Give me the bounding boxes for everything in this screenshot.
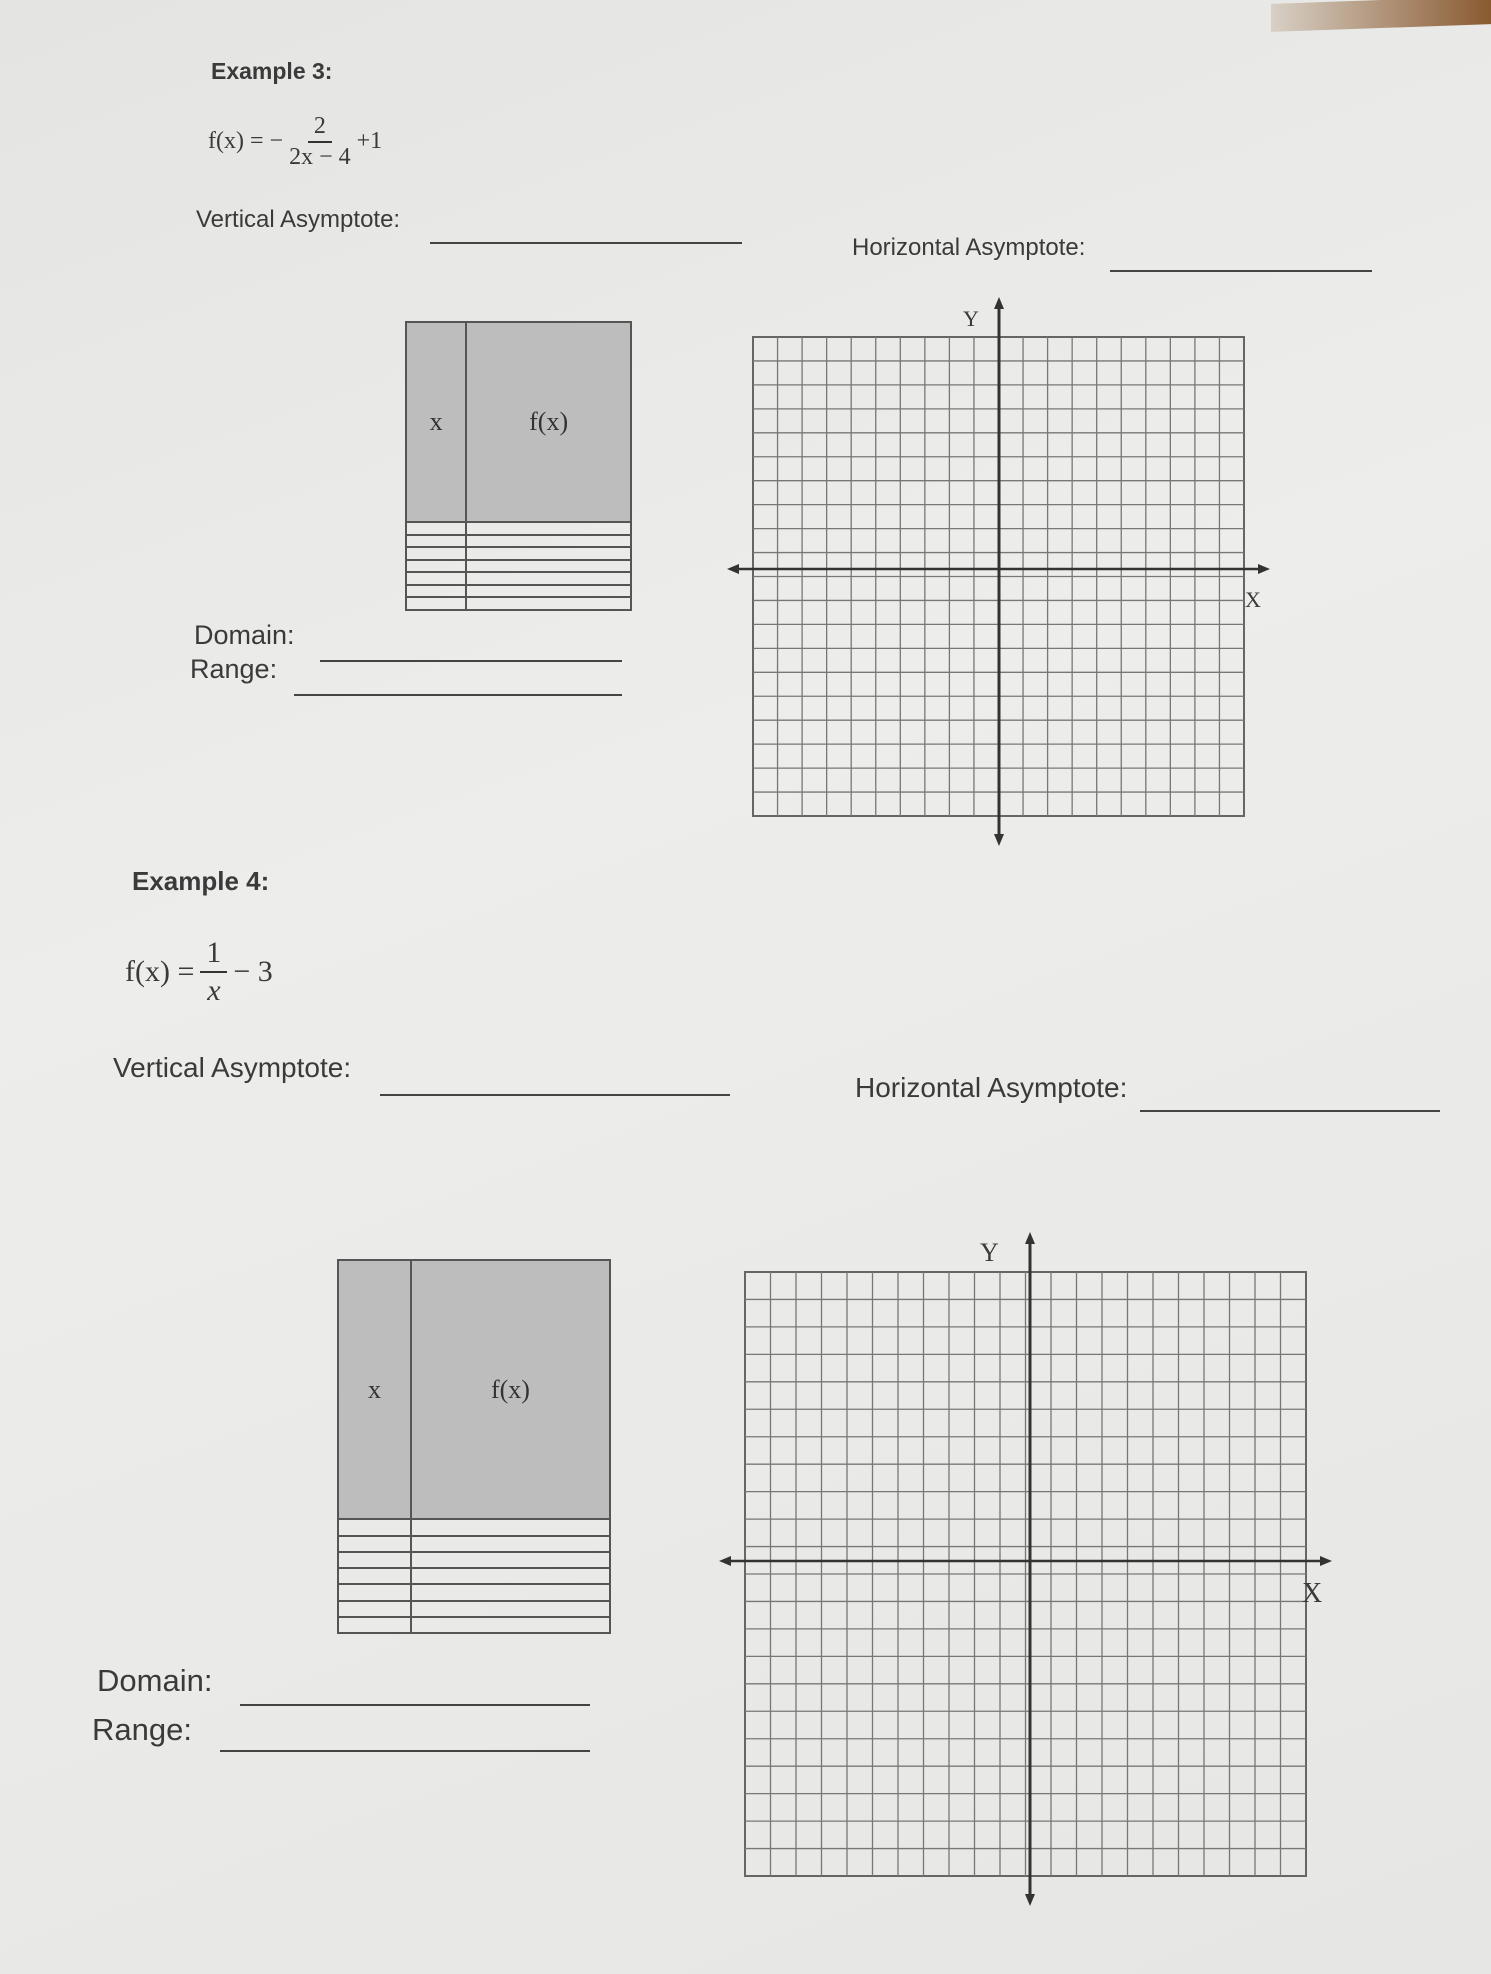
x-cell[interactable] — [337, 1599, 412, 1618]
x-cell[interactable] — [337, 1567, 412, 1586]
x-cell[interactable] — [404, 571, 468, 586]
fx-cell[interactable] — [409, 1534, 612, 1553]
function-sign: − — [269, 128, 284, 155]
example-4-vertical-asymptote-label: Vertical Asymptote: — [113, 1052, 352, 1083]
fx-cell[interactable] — [465, 546, 632, 561]
fx-cell[interactable] — [465, 521, 632, 536]
example-3-function: f(x) = − 2 2x − 4 +1 — [208, 112, 382, 172]
table-header-fx: f(x) — [465, 320, 632, 524]
x-cell[interactable] — [404, 533, 468, 549]
table-header-x: x — [404, 320, 468, 524]
table-row — [404, 558, 632, 574]
function-fraction: 1 x — [200, 935, 228, 1009]
x-cell[interactable] — [337, 1615, 412, 1635]
table-row — [337, 1583, 612, 1602]
example-3-range-label: Range: — [190, 654, 278, 684]
example-3-horizontal-asymptote-blank[interactable] — [1110, 270, 1372, 272]
fx-cell[interactable] — [465, 571, 632, 586]
y-axis-arrow-up — [1025, 1232, 1035, 1244]
table-row — [337, 1599, 612, 1618]
example-4-horizontal-asymptote-blank[interactable] — [1140, 1110, 1440, 1112]
example-4-value-table: x f(x) — [337, 1258, 612, 1635]
fx-cell[interactable] — [409, 1518, 612, 1537]
example-3-horizontal-asymptote-label: Horizontal Asymptote: — [852, 234, 1086, 261]
example-3-domain-label: Domain: — [194, 620, 295, 650]
table-row — [337, 1534, 612, 1553]
table-row — [337, 1550, 612, 1570]
fx-cell[interactable] — [409, 1567, 612, 1586]
example-3-coordinate-grid[interactable] — [727, 297, 1270, 846]
example-4-horizontal-asymptote-label: Horizontal Asymptote: — [855, 1072, 1128, 1103]
table-row — [337, 1615, 612, 1635]
fx-cell[interactable] — [465, 583, 632, 599]
x-cell[interactable] — [404, 521, 468, 536]
example-3-vertical-asymptote-blank[interactable] — [430, 242, 742, 244]
x-cell[interactable] — [337, 1583, 412, 1602]
y-axis-arrow-down — [994, 834, 1004, 846]
example-3-y-axis-label: Y — [963, 306, 979, 331]
fx-cell[interactable] — [409, 1583, 612, 1602]
x-axis-arrow-left — [727, 564, 739, 574]
example-4-x-axis-label: X — [1302, 1578, 1323, 1609]
x-axis-arrow-right — [1320, 1556, 1332, 1566]
table-header-fx: f(x) — [409, 1258, 612, 1521]
table-row — [404, 546, 632, 561]
x-cell[interactable] — [404, 583, 468, 599]
example-4-vertical-asymptote-blank[interactable] — [380, 1094, 730, 1096]
table-row — [404, 596, 632, 611]
numerator: 1 — [200, 935, 228, 973]
function-tail: − 3 — [233, 955, 273, 988]
table-row — [337, 1567, 612, 1586]
function-fraction: 2 2x − 4 — [289, 112, 351, 172]
photo-background-corner — [1271, 0, 1491, 32]
table-row — [404, 583, 632, 599]
fx-cell[interactable] — [409, 1599, 612, 1618]
example-3-vertical-asymptote-label: Vertical Asymptote: — [196, 206, 401, 233]
example-4-coordinate-grid[interactable] — [719, 1232, 1332, 1925]
table-header-x: x — [337, 1258, 412, 1521]
function-tail: +1 — [356, 128, 383, 155]
example-4-function: f(x) = 1 x − 3 — [125, 935, 273, 1009]
example-4-range-label: Range: — [92, 1712, 192, 1747]
x-cell[interactable] — [404, 596, 468, 611]
x-axis-arrow-right — [1258, 564, 1270, 574]
numerator: 2 — [307, 112, 332, 143]
x-cell[interactable] — [404, 558, 468, 574]
table-row — [404, 533, 632, 549]
y-axis-arrow-down — [1025, 1894, 1035, 1906]
example-4-range-blank[interactable] — [220, 1750, 590, 1752]
table-row — [404, 571, 632, 586]
function-lhs: f(x) = — [208, 128, 264, 155]
table-row — [337, 1518, 612, 1537]
fx-cell[interactable] — [409, 1550, 612, 1570]
example-3-range-blank[interactable] — [294, 694, 622, 696]
x-axis-arrow-left — [719, 1556, 731, 1566]
fx-cell[interactable] — [465, 533, 632, 549]
example-3-domain-blank[interactable] — [320, 660, 622, 662]
denominator: 2x − 4 — [289, 143, 351, 170]
table-row — [404, 521, 632, 536]
example-4-domain-label: Domain: — [97, 1663, 213, 1698]
example-3-title: Example 3: — [211, 58, 333, 84]
example-4-y-axis-label: Y — [980, 1238, 999, 1267]
denominator: x — [207, 974, 221, 1007]
x-cell[interactable] — [337, 1550, 412, 1570]
example-4-domain-blank[interactable] — [240, 1704, 590, 1706]
example-3-x-axis-label: X — [1245, 587, 1261, 612]
x-cell[interactable] — [337, 1518, 412, 1537]
fx-cell[interactable] — [409, 1615, 612, 1635]
function-lhs: f(x) = — [125, 955, 195, 988]
fx-cell[interactable] — [465, 558, 632, 574]
y-axis-arrow-up — [994, 297, 1004, 309]
x-cell[interactable] — [404, 546, 468, 561]
example-4-title: Example 4: — [132, 866, 270, 896]
example-3-value-table: x f(x) — [404, 320, 632, 611]
fx-cell[interactable] — [465, 596, 632, 611]
x-cell[interactable] — [337, 1534, 412, 1553]
